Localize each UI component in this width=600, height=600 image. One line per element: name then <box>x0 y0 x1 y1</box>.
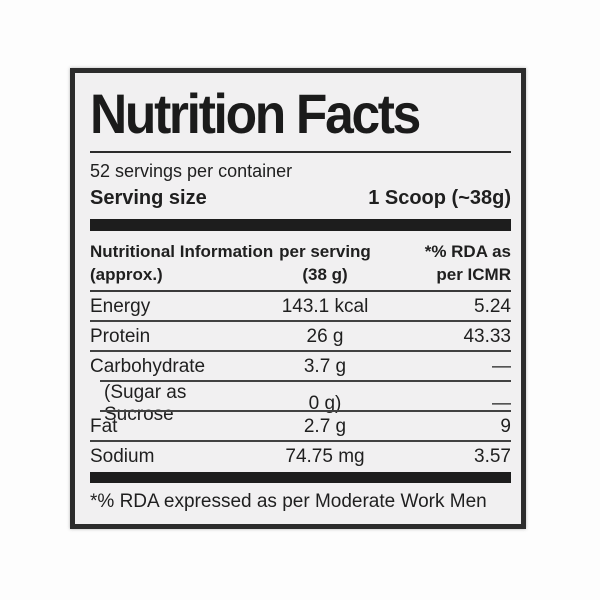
column-header-line: (approx.) <box>90 265 163 284</box>
nutrient-rda: 5.24 <box>474 296 511 317</box>
table-row-carbohydrate: Carbohydrate 3.7 g — <box>90 352 511 382</box>
servings-per-container: 52 servings per container <box>90 161 293 181</box>
column-header-per-serving: per serving (38 g) <box>260 240 390 286</box>
nutrient-name: Protein <box>90 326 151 347</box>
nutrient-rda: 3.57 <box>474 446 511 467</box>
table-row-fat: Fat 2.7 g 9 <box>90 412 511 442</box>
table-header-row: Nutritional Information (approx.) per se… <box>90 231 511 292</box>
table-row-sugar: (Sugar as Sucrose 0 g) — <box>90 382 511 425</box>
nutrient-amount: 143.1 kcal <box>281 296 369 317</box>
nutrient-rda: — <box>492 356 511 377</box>
rda-footnote: *% RDA expressed as per Moderate Work Me… <box>90 491 487 512</box>
nutrient-name: Energy <box>90 296 151 317</box>
serving-size-row: Serving size 1 Scoop (~38g) <box>90 185 511 212</box>
nutrient-rda: 9 <box>500 416 511 437</box>
section-divider-bar-bottom <box>90 472 511 483</box>
nutrient-amount: 0 g) <box>308 393 342 414</box>
nutrition-facts-label: Nutrition Facts 52 servings per containe… <box>70 68 526 529</box>
column-header-nutritional-information: Nutritional Information (approx.) <box>90 240 274 286</box>
nutrient-amount: 3.7 g <box>303 356 347 377</box>
nutrition-facts-title: Nutrition Facts <box>90 82 421 145</box>
nutrient-amount: 74.75 mg <box>285 446 365 467</box>
column-header-line: Nutritional Information <box>90 242 274 261</box>
table-row-sodium: Sodium 74.75 mg 3.57 <box>90 442 511 472</box>
nutrient-name: Fat <box>90 416 118 437</box>
serving-size-value: 1 Scoop (~38g) <box>368 187 511 209</box>
table-row-protein: Protein 26 g 43.33 <box>90 322 511 352</box>
nutrient-rda: — <box>492 393 511 414</box>
column-header-line: per serving <box>279 242 371 261</box>
column-header-line: *% RDA as <box>424 242 511 261</box>
column-header-line: (38 g) <box>302 265 348 284</box>
table-row-energy: Energy 143.1 kcal 5.24 <box>90 292 511 322</box>
nutrient-amount: 26 g <box>306 326 344 347</box>
serving-size-label: Serving size <box>90 187 207 209</box>
title-divider-rule <box>90 151 511 153</box>
nutrient-name: Sodium <box>90 446 155 467</box>
nutrient-name: Carbohydrate <box>90 356 206 377</box>
nutrient-amount: 2.7 g <box>303 416 347 437</box>
nutrient-rda: 43.33 <box>463 326 511 347</box>
column-header-line: per ICMR <box>436 265 511 284</box>
column-header-rda: *% RDA as per ICMR <box>390 240 511 286</box>
section-divider-bar-top <box>90 219 511 231</box>
